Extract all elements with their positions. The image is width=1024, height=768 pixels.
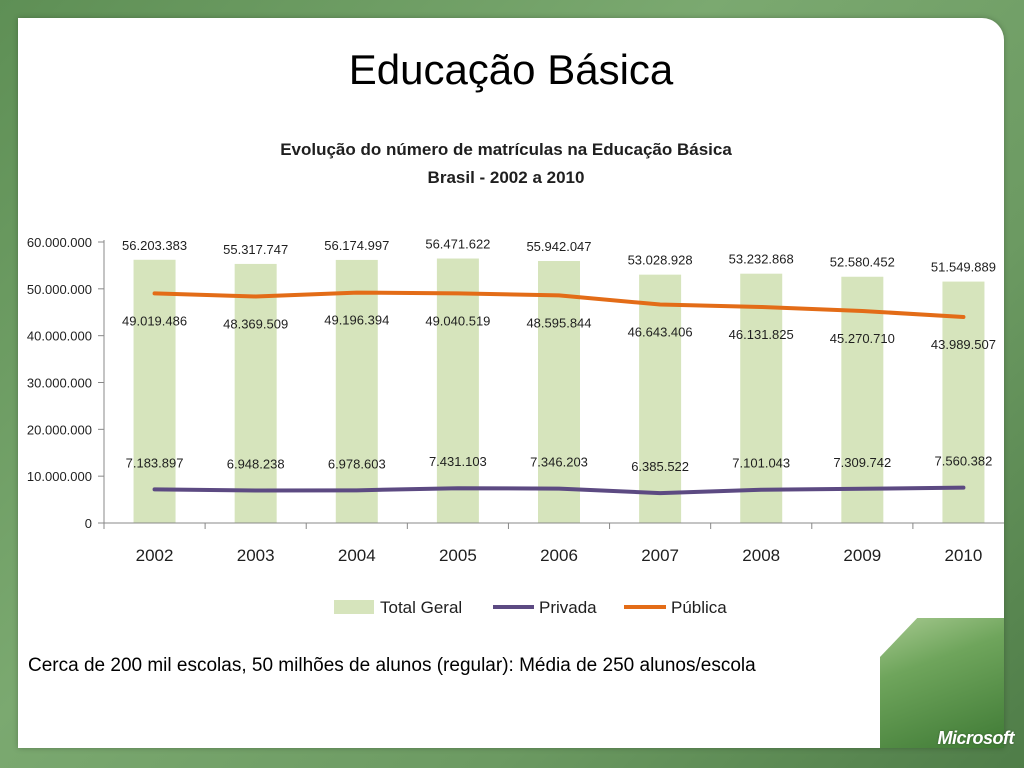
plot-area: 0 10.000.000 20.000.000 30.000.000 40.000.00… [27,235,1004,617]
data-label-privada: 7.346.203 [530,455,588,470]
y-tick-label: 50.000.000 [27,282,92,297]
x-tick-label: 2007 [641,546,679,565]
data-label-publica: 46.131.825 [729,327,794,342]
data-label-privada: 7.431.103 [429,454,487,469]
data-label-privada: 6.978.603 [328,456,386,471]
data-label-privada: 6.385.522 [631,459,689,474]
data-label-publica: 48.595.844 [526,315,591,330]
data-label-publica: 45.270.710 [830,331,895,346]
data-label-publica: 49.019.486 [122,313,187,328]
bar-total-2002 [133,259,176,523]
x-tick-label: 2006 [540,546,578,565]
data-label-total: 53.028.928 [628,253,693,268]
data-label-total: 55.942.047 [526,239,591,254]
corner-decoration [880,618,1004,748]
x-tick-label: 2003 [237,546,275,565]
chart-subtitle: Brasil - 2002 a 2010 [428,168,585,187]
slide: Educação Básica Evolução do número de ma… [18,18,1004,748]
y-tick-label: 30.000.000 [27,376,92,391]
y-tick-label: 20.000.000 [27,422,92,437]
data-label-publica: 46.643.406 [628,325,693,340]
microsoft-logo: Microsoft [937,728,1015,748]
bar-total-2003 [234,263,277,523]
y-tick-label: 10.000.000 [27,469,92,484]
data-label-publica: 49.196.394 [324,313,389,328]
y-tick-label: 60.000.000 [27,235,92,250]
y-tick-label: 0 [85,516,92,531]
data-label-total: 56.203.383 [122,238,187,253]
bar-total-2008 [740,273,783,523]
legend-label-privada: Privada [539,598,597,617]
data-label-total: 56.174.997 [324,238,389,253]
data-label-publica: 49.040.519 [425,313,490,328]
data-label-privada: 7.183.897 [126,455,184,470]
bar-total-2006 [538,261,580,523]
data-label-publica: 43.989.507 [931,337,996,352]
bar-total-2009 [841,276,884,523]
legend-swatch-total [334,600,374,614]
data-label-privada: 7.309.742 [833,455,891,470]
data-label-total: 52.580.452 [830,255,895,270]
data-label-total: 56.471.622 [425,237,490,252]
enrollment-chart: Evolução do número de matrículas na Educ… [27,140,1004,617]
x-tick-label: 2008 [742,546,780,565]
slide-title: Educação Básica [348,46,674,93]
legend-label-publica: Pública [671,598,727,617]
bar-total-2004 [335,259,378,523]
data-label-publica: 48.369.509 [223,316,288,331]
x-tick-label: 2002 [136,546,174,565]
chart-panel: Evolução do número de matrículas na Educ… [18,115,1004,620]
x-tick-label: 2004 [338,546,376,565]
chart-title: Evolução do número de matrículas na Educ… [280,140,732,159]
data-label-total: 51.549.889 [931,260,996,275]
data-label-privada: 6.948.238 [227,456,285,471]
bar-total-2010 [942,281,985,523]
data-label-privada: 7.560.382 [935,454,993,469]
x-tick-label: 2005 [439,546,477,565]
bar-total-2005 [436,258,479,523]
data-label-total: 55.317.747 [223,242,288,257]
y-tick-label: 40.000.000 [27,329,92,344]
slide-caption: Cerca de 200 mil escolas, 50 milhões de … [28,655,756,676]
data-label-privada: 7.101.043 [732,456,790,471]
line-publica [152,290,966,319]
data-label-total: 53.232.868 [729,252,794,267]
legend-label-total: Total Geral [380,598,462,617]
line-privada [152,485,966,496]
x-tick-label: 2009 [843,546,881,565]
x-tick-label: 2010 [945,546,983,565]
bar-total-2007 [639,274,682,523]
